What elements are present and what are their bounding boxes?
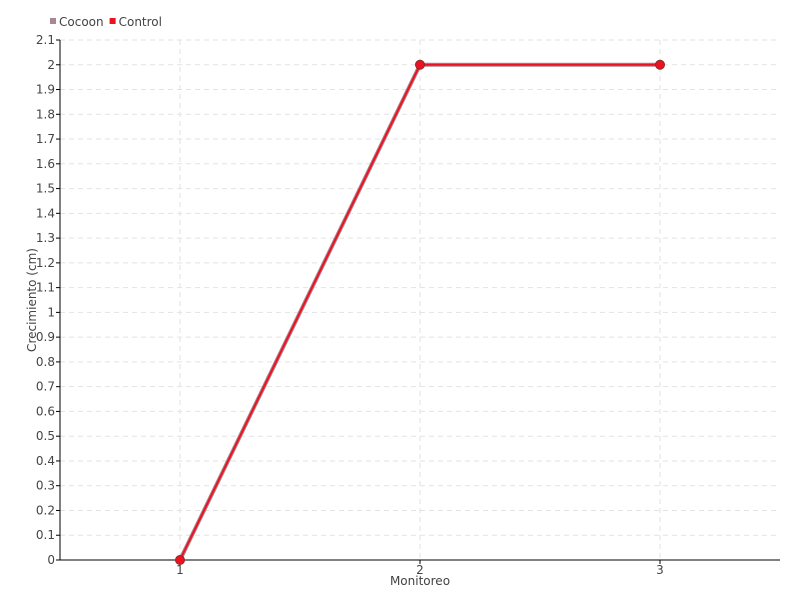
legend-swatch-control: [109, 18, 116, 24]
y-tick-label: 0.7: [36, 380, 55, 394]
y-tick-label: 1.2: [36, 256, 55, 270]
y-tick-label: 0.3: [36, 479, 55, 493]
y-tick-label: 2.1: [36, 33, 55, 47]
y-tick-label: 2: [47, 58, 55, 72]
data-point-control: [415, 59, 425, 70]
y-tick-label: 0.5: [36, 429, 55, 443]
data-point-control: [175, 555, 185, 565]
y-tick-label: 0.8: [36, 355, 55, 369]
legend: Cocoon Control: [50, 15, 162, 29]
legend-swatch-cocoon: [50, 18, 56, 24]
y-tick-label: 0.9: [36, 330, 55, 344]
y-tick-label: 1.3: [36, 231, 55, 245]
grid: [60, 39, 780, 560]
data-point-control: [655, 59, 665, 70]
y-tick-label: 0.1: [36, 528, 55, 542]
x-axis-label: Monitoreo: [390, 574, 450, 588]
y-tick-label: 0: [47, 553, 55, 567]
x-tick-label: 2: [416, 563, 424, 577]
series-group: [175, 59, 665, 565]
y-tick-label: 0.4: [36, 454, 55, 468]
y-tick-label: 1.8: [36, 107, 55, 121]
legend-label-control: Control: [119, 15, 162, 29]
y-tick-label: 1.4: [36, 206, 55, 220]
x-tick-label: 1: [176, 563, 184, 577]
legend-label-cocoon: Cocoon: [59, 15, 104, 29]
axes: 0 0.1 0.2 0.3 0.4 0.5 0.6 0.7 0.8 0.9 1 1.1 1.2 1.3 1.…: [36, 33, 780, 577]
y-tick-label: 1: [47, 305, 55, 319]
y-tick-label: 1.5: [36, 182, 55, 196]
y-tick-label: 0.2: [36, 503, 55, 517]
y-tick-label: 1.7: [36, 132, 55, 146]
x-tick-label: 3: [656, 563, 664, 577]
y-tick-label: 1.1: [36, 281, 55, 295]
y-tick-label: 0.6: [36, 404, 55, 418]
y-tick-label: 1.6: [36, 157, 55, 171]
y-axis-label: Crecimiento (cm): [25, 248, 39, 352]
y-tick-label: 1.9: [36, 83, 55, 97]
